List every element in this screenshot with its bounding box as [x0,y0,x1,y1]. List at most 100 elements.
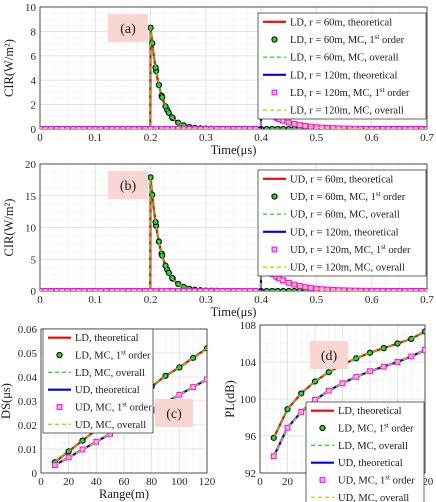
legend: LD, theoretical LD, MC, 1st order LD, MC, … [305,401,425,502]
y-axis-label: CIR(W/m²) [2,199,16,257]
legend-box [257,169,427,277]
legend-label: LD, r = 60m, MC, overall [290,53,399,64]
y-tick-label: 0 [31,124,37,136]
panel-tag-box [108,171,148,199]
legend-label: UD, MC, 1st order [75,401,152,414]
series-layer [270,328,425,460]
series-2-marker [421,328,425,335]
x-tick-label: 60 [119,476,131,488]
panel-tag: (a) [120,22,136,37]
legend-label: UD, r = 60m, MC, overall [290,210,400,221]
legend-label: LD, r = 120m, MC, overall [290,106,404,117]
series-5-marker [97,288,104,291]
series-5-marker [241,288,248,291]
legend-label: UD, theoretical [75,385,140,396]
series-5-marker [164,288,171,291]
series-6-line [54,378,207,466]
x-tick-label: 0 [37,132,43,144]
y-tick-label: 10 [25,223,37,235]
series-5-marker [208,288,215,291]
panel-tag: (d) [321,349,338,364]
series-5-marker [284,424,291,431]
series-5-marker [214,288,220,291]
x-tick-label: 0 [257,476,263,488]
series-5-marker [190,384,197,390]
y-axis-label: CIR(W/m²) [2,39,16,97]
series-5-marker [153,288,159,291]
series-2-marker [366,349,374,356]
legend-label: UD, r = 120m, MC, 1st order [290,243,411,256]
y-tick-label: 0.05 [18,348,38,360]
series-5-marker [59,288,66,291]
y-tick-label: 8 [31,26,37,38]
legend-box [257,12,427,120]
series-5-marker [114,288,121,291]
legend-label: LD, MC, overall [338,441,408,452]
series-3-line [273,330,425,439]
series-5-marker [424,288,427,291]
y-tick-label: 2 [31,100,37,112]
series-5-marker [252,288,259,291]
y-tick-label: 10 [25,2,37,14]
series-2-marker [325,369,332,376]
series-5-marker [120,288,126,291]
x-tick-label: 0.4 [254,132,268,144]
x-tick-label: 0.3 [199,132,213,144]
x-tick-label: 0.5 [310,294,324,306]
y-tick-label: 0.04 [18,372,38,384]
series-5-marker [53,288,60,291]
x-tick-label: 100 [171,476,188,488]
series-5-marker [79,446,86,453]
y-tick-label: 100 [240,394,257,406]
y-tick-label: 6 [31,51,37,63]
series-5-marker [65,454,72,461]
series-6-line [40,104,427,129]
series-5-marker [42,288,49,291]
y-tick-label: 0.03 [18,396,38,408]
series-5-marker [279,277,286,284]
y-tick-label: 104 [240,357,257,369]
legend-label: LD, MC, 1st order [75,349,151,362]
series-5-marker [75,288,82,291]
legend-label: LD, r = 60m, theoretical [290,17,392,28]
legend-label: UD, r = 120m, MC, overall [290,263,405,274]
y-tick-label: 4 [31,75,37,87]
legend-swatch [319,424,326,432]
y-tick-label: 108 [240,320,257,332]
y-axis-label: PL(dB) [223,380,237,418]
x-tick-label: 0.7 [420,132,434,144]
series-5-marker [93,438,100,445]
legend-box [42,328,154,434]
series-5-marker [169,288,176,291]
x-tick-label: 0 [38,476,44,488]
series-5-marker [367,368,373,375]
y-tick-label: 15 [25,191,37,203]
x-tick-label: 40 [91,476,103,488]
x-tick-label: 0.7 [420,294,434,306]
legend-swatch [271,193,278,200]
x-tick-label: 0.3 [199,294,213,306]
panel-tag-box [108,14,148,42]
legend-label: UD, theoretical [338,458,403,469]
legend-box [305,401,425,502]
legend-label: UD, MC, overall [75,420,146,431]
y-tick-label: 0.06 [18,324,38,336]
y-tick-label: 0 [32,468,38,480]
y-tick-label: 0.01 [18,444,37,456]
chart-panel-4: 0204060801001209296100104108Range(m)PL(d… [223,320,434,502]
series-5-marker [136,288,143,291]
panel-tag-box [155,399,193,427]
x-tick-label: 0.1 [88,132,102,144]
series-5-marker [325,387,332,394]
y-tick-label: 96 [245,431,257,443]
legend-label: LD, r = 60m, MC, 1st order [290,33,405,46]
series-5-marker [48,288,54,291]
series-5-marker [202,288,209,291]
y-tick-label: 5 [31,254,37,266]
series-5-marker [81,288,88,291]
legend-swatch [271,89,278,96]
y-axis-label: DS(μs) [0,383,13,419]
series-6-line [40,260,427,291]
x-tick-label: 0.4 [254,294,268,306]
